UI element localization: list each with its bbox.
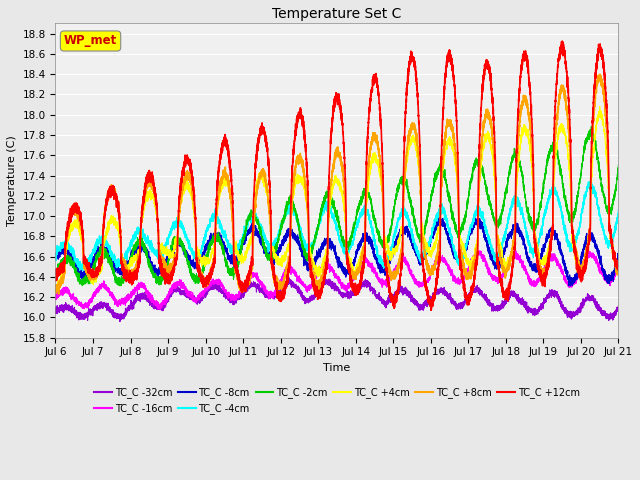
Line: TC_C -16cm: TC_C -16cm [56, 251, 618, 310]
Line: TC_C -4cm: TC_C -4cm [56, 180, 618, 271]
Line: TC_C +12cm: TC_C +12cm [56, 41, 618, 310]
TC_C -16cm [512, 248, 520, 253]
TC_C +12cm [318, 288, 326, 294]
TC_C +8cm [243, 281, 251, 287]
TC_C -16cm [463, 269, 471, 275]
Legend: TC_C -32cm, TC_C -16cm, TC_C -8cm, TC_C -4cm, TC_C -2cm, TC_C +4cm, TC_C +8cm, T: TC_C -32cm, TC_C -16cm, TC_C -8cm, TC_C … [90, 384, 584, 418]
Line: TC_C -2cm: TC_C -2cm [56, 127, 618, 286]
TC_C -32cm [52, 308, 60, 314]
TC_C -16cm [52, 295, 60, 300]
TC_C +4cm [243, 249, 251, 254]
TC_C +12cm [591, 78, 599, 84]
TC_C -4cm [243, 222, 251, 228]
TC_C +8cm [596, 72, 604, 77]
TC_C -32cm [479, 293, 487, 299]
TC_C -2cm [584, 135, 592, 141]
TC_C +4cm [463, 259, 471, 264]
Text: WP_met: WP_met [64, 35, 117, 48]
TC_C -8cm [436, 214, 444, 220]
TC_C -2cm [318, 208, 326, 214]
Line: TC_C -8cm: TC_C -8cm [56, 217, 618, 286]
TC_C -32cm [116, 319, 124, 324]
TC_C -4cm [479, 211, 487, 217]
TC_C -4cm [79, 268, 86, 274]
TC_C -16cm [584, 254, 592, 260]
TC_C -8cm [52, 254, 60, 260]
Line: TC_C +4cm: TC_C +4cm [56, 107, 618, 293]
TC_C -32cm [584, 292, 592, 298]
TC_C -2cm [463, 201, 471, 207]
TC_C -8cm [243, 231, 251, 237]
TC_C -2cm [243, 221, 251, 227]
TC_C +4cm [591, 134, 598, 140]
TC_C -8cm [463, 243, 471, 249]
TC_C +8cm [55, 291, 63, 297]
TC_C -8cm [584, 237, 592, 242]
TC_C +12cm [243, 279, 251, 285]
TC_C +12cm [614, 263, 622, 268]
TC_C -16cm [243, 277, 251, 283]
TC_C +4cm [479, 147, 487, 153]
TC_C -32cm [318, 283, 326, 289]
TC_C -32cm [614, 305, 622, 311]
TC_C -4cm [587, 177, 595, 183]
TC_C +4cm [614, 261, 622, 267]
X-axis label: Time: Time [323, 363, 351, 373]
TC_C +12cm [463, 296, 471, 302]
TC_C -16cm [591, 254, 599, 260]
TC_C -32cm [463, 295, 471, 301]
TC_C -8cm [614, 252, 622, 258]
TC_C +8cm [318, 277, 326, 283]
TC_C +8cm [614, 268, 622, 274]
TC_C -4cm [584, 184, 592, 190]
TC_C +12cm [584, 247, 592, 253]
TC_C -32cm [285, 275, 292, 280]
TC_C +8cm [463, 274, 471, 279]
TC_C +4cm [584, 245, 592, 251]
TC_C +8cm [591, 98, 598, 104]
TC_C -4cm [614, 210, 622, 216]
TC_C +4cm [318, 261, 326, 267]
TC_C -2cm [479, 171, 487, 177]
TC_C -16cm [318, 266, 326, 272]
TC_C -2cm [614, 163, 622, 169]
Title: Temperature Set C: Temperature Set C [272, 7, 402, 21]
TC_C -2cm [588, 124, 595, 130]
TC_C -8cm [591, 241, 599, 247]
TC_C +12cm [559, 38, 566, 44]
TC_C -16cm [156, 307, 164, 313]
TC_C -8cm [567, 283, 575, 289]
Y-axis label: Temperature (C): Temperature (C) [7, 135, 17, 226]
TC_C -4cm [52, 257, 60, 263]
TC_C +8cm [584, 243, 592, 249]
TC_C -2cm [591, 135, 599, 141]
TC_C -2cm [52, 272, 60, 277]
TC_C +4cm [596, 104, 604, 109]
TC_C -32cm [591, 299, 599, 305]
TC_C -16cm [479, 252, 487, 257]
TC_C +4cm [52, 290, 60, 296]
TC_C +8cm [479, 129, 487, 134]
TC_C +12cm [479, 76, 487, 82]
TC_C -4cm [463, 239, 471, 244]
TC_C -4cm [591, 188, 599, 193]
TC_C -8cm [479, 228, 487, 234]
TC_C +8cm [52, 286, 60, 292]
TC_C -16cm [614, 264, 622, 269]
TC_C +12cm [427, 307, 435, 313]
TC_C -4cm [318, 211, 326, 217]
TC_C -2cm [116, 283, 124, 288]
TC_C +12cm [52, 278, 60, 284]
Line: TC_C -32cm: TC_C -32cm [56, 277, 618, 322]
Line: TC_C +8cm: TC_C +8cm [56, 74, 618, 294]
TC_C -32cm [243, 286, 251, 292]
TC_C +4cm [52, 286, 60, 291]
TC_C -8cm [318, 245, 326, 251]
